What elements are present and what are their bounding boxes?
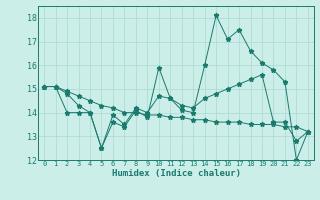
- X-axis label: Humidex (Indice chaleur): Humidex (Indice chaleur): [111, 169, 241, 178]
